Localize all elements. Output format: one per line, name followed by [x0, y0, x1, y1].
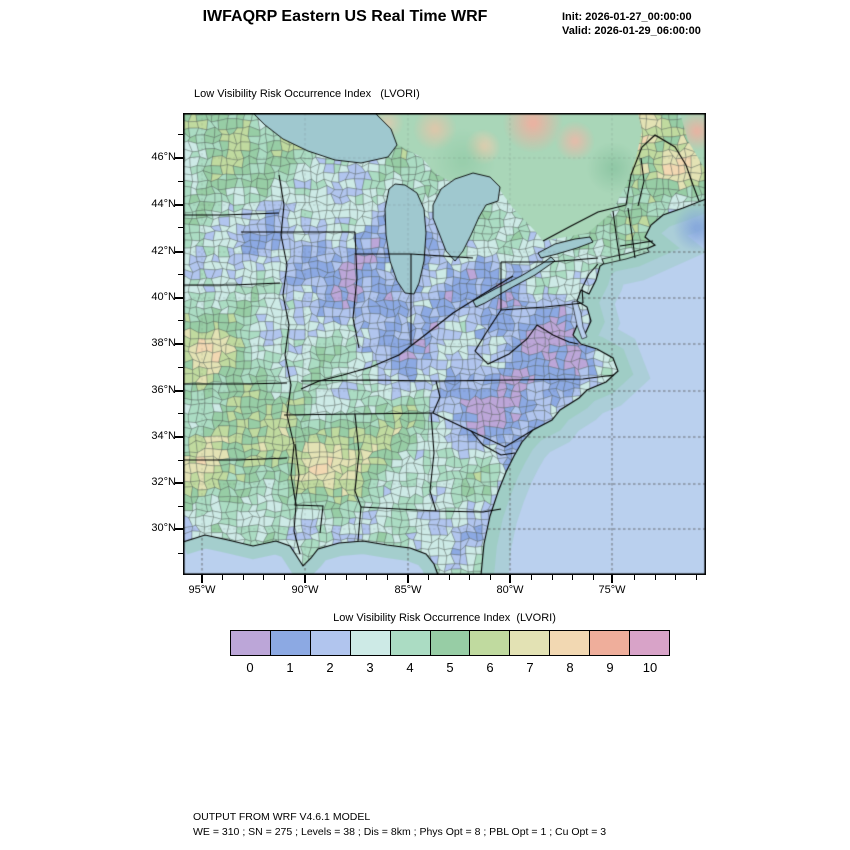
lon-minor-tick [695, 575, 697, 580]
colorbar-cell-9 [589, 630, 630, 656]
colorbar-tick: 10 [642, 660, 658, 675]
colorbar [230, 630, 670, 656]
lat-minor-tick [178, 459, 183, 461]
lon-minor-tick [531, 575, 533, 580]
lat-major-tick [175, 343, 183, 345]
lon-minor-tick [366, 575, 368, 580]
lat-label: 42°N [151, 245, 176, 257]
lon-major-tick [509, 575, 511, 583]
lat-label: 40°N [151, 291, 176, 303]
colorbar-tick: 2 [326, 660, 334, 675]
colorbar-cell-1 [269, 630, 310, 656]
colorbar-cell-4 [389, 630, 430, 656]
colorbar-cell-8 [549, 630, 590, 656]
lon-label: 90°W [291, 584, 319, 596]
footer-model-line: OUTPUT FROM WRF V4.6.1 MODEL [193, 811, 371, 823]
lon-minor-tick [263, 575, 265, 580]
lat-major-tick [175, 528, 183, 530]
lat-label: 34°N [151, 430, 176, 442]
lon-minor-tick [242, 575, 244, 580]
lon-minor-tick [428, 575, 430, 580]
lat-minor-tick [178, 320, 183, 322]
lat-minor-tick [178, 134, 183, 136]
lon-minor-tick [345, 575, 347, 580]
colorbar-tick: 0 [246, 660, 254, 675]
lat-minor-tick [178, 227, 183, 229]
lat-label: 36°N [151, 384, 176, 396]
init-valid-block: Init: 2026-01-27_00:00:00 Valid: 2026-01… [562, 10, 701, 38]
lon-minor-tick [448, 575, 450, 580]
colorbar-tick: 9 [606, 660, 614, 675]
colorbar-tick: 8 [566, 660, 574, 675]
colorbar-cell-3 [349, 630, 390, 656]
footer-block: OUTPUT FROM WRF V4.6.1 MODEL WE = 310 ; … [193, 810, 606, 840]
init-time-label: Init: 2026-01-27_00:00:00 [562, 11, 692, 23]
lat-label: 46°N [151, 151, 176, 163]
lat-minor-tick [178, 273, 183, 275]
plot-title: IWFAQRP Eastern US Real Time WRF [202, 8, 488, 25]
footer-config-line: WE = 310 ; SN = 275 ; Levels = 38 ; Dis … [193, 826, 607, 838]
lvori-map-canvas [183, 113, 706, 575]
colorbar-cell-7 [509, 630, 550, 656]
colorbar-tick: 4 [406, 660, 414, 675]
lon-minor-tick [283, 575, 285, 580]
colorbar-tick-labels: 0 1 2 3 4 5 6 7 8 9 10 [230, 660, 670, 675]
lon-major-tick [201, 575, 203, 583]
lat-major-tick [175, 482, 183, 484]
lon-major-tick [304, 575, 306, 583]
lat-minor-tick [178, 506, 183, 508]
lon-label: 80°W [496, 584, 524, 596]
lat-major-tick [175, 251, 183, 253]
lon-minor-tick [551, 575, 553, 580]
lon-minor-tick [222, 575, 224, 580]
lat-minor-tick [178, 366, 183, 368]
lon-minor-tick [489, 575, 491, 580]
colorbar-tick: 3 [366, 660, 374, 675]
colorbar-tick: 7 [526, 660, 534, 675]
lon-minor-tick [325, 575, 327, 580]
lat-major-tick [175, 204, 183, 206]
lon-major-tick [407, 575, 409, 583]
lat-minor-tick [178, 413, 183, 415]
lon-minor-tick [592, 575, 594, 580]
lat-minor-tick [178, 552, 183, 554]
map-frame [183, 113, 706, 575]
colorbar-cell-10 [629, 630, 670, 656]
colorbar-cell-2 [309, 630, 350, 656]
lon-minor-tick [469, 575, 471, 580]
lon-minor-tick [675, 575, 677, 580]
lat-label: 44°N [151, 198, 176, 210]
lon-label: 85°W [394, 584, 422, 596]
lat-label: 30°N [151, 522, 176, 534]
colorbar-label: Low Visibility Risk Occurrence Index (LV… [333, 612, 556, 624]
lat-minor-tick [178, 180, 183, 182]
colorbar-cell-0 [230, 630, 270, 656]
colorbar-tick: 5 [446, 660, 454, 675]
lon-label: 95°W [188, 584, 216, 596]
lon-minor-tick [572, 575, 574, 580]
lat-major-tick [175, 157, 183, 159]
lat-major-tick [175, 297, 183, 299]
lat-major-tick [175, 436, 183, 438]
lon-major-tick [611, 575, 613, 583]
map-field-title: Low Visibility Risk Occurrence Index (LV… [194, 88, 420, 100]
lon-minor-tick [386, 575, 388, 580]
colorbar-tick: 6 [486, 660, 494, 675]
colorbar-cell-5 [429, 630, 470, 656]
lon-minor-tick [634, 575, 636, 580]
lat-major-tick [175, 390, 183, 392]
lon-minor-tick [654, 575, 656, 580]
lat-label: 32°N [151, 476, 176, 488]
lon-label: 75°W [598, 584, 626, 596]
lat-label: 38°N [151, 337, 176, 349]
valid-time-label: Valid: 2026-01-29_06:00:00 [562, 25, 701, 37]
colorbar-cell-6 [469, 630, 510, 656]
colorbar-tick: 1 [286, 660, 294, 675]
